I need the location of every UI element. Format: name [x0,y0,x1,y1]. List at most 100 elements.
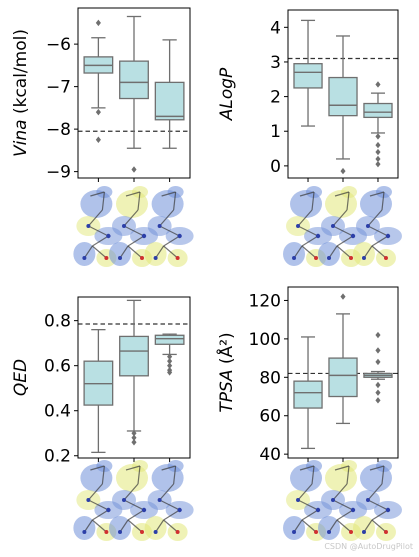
y-tick-label: 0.4 [44,402,71,422]
molecule-bond [297,499,319,511]
molecule-bond [123,499,145,511]
chart-panel-3: 0.2 0.4 0.6 0.8 QED [11,296,194,541]
molecule-bond [123,483,139,501]
y-tick-label: 100 [249,330,281,350]
molecule-atom [361,530,366,534]
molecule-bond [328,245,338,259]
molecule-atom [327,256,331,260]
molecule-bond [92,235,109,247]
flier-point [375,347,381,354]
molecule-bond [367,499,389,511]
molecule-atom [175,256,180,260]
y-tick-label: 2 [270,88,281,108]
flier-point [167,362,173,369]
molecule-bond [161,465,176,471]
molecule-bond [119,519,129,533]
y-axis-label: ALogP [217,67,237,121]
y-axis-label: TPSA (Å²) [215,332,237,412]
molecule-bond [336,245,352,259]
molecule-bond [367,225,389,237]
iqr-box [119,60,149,100]
molecule-atom [82,256,87,260]
molecule-atom [315,507,321,513]
molecule-atom [177,507,182,513]
molecule-atom [106,233,111,239]
y-tick-label: 40 [259,445,281,465]
flier-point [340,293,346,300]
molecule-bond [336,509,354,521]
molecule-blob [352,516,375,540]
iqr-box [363,102,393,119]
y-tick-label: 0 [270,157,281,177]
molecule-bond [299,465,315,471]
molecule-bond [155,519,165,533]
molecule-thumbnail-1 [283,186,333,267]
molecule-bond [127,235,145,247]
molecule-atom [140,530,144,534]
molecule-bond [173,191,177,211]
molecule-bond [332,225,354,237]
molecule-atom [86,498,91,502]
chart-panel-2: 0 1 2 3 4 ALogP [217,9,402,267]
molecule-bond [91,519,107,533]
molecule-atom [140,256,144,260]
molecule-bond [369,191,385,197]
molecule-bond [371,235,389,247]
molecule-bond [363,519,373,533]
box-1 [293,336,323,450]
molecule-bond [346,465,350,485]
molecule-bond [381,191,385,211]
molecule-blob [144,516,167,540]
molecule-atom [118,256,122,260]
molecule-bond [83,245,93,259]
flier-point [375,397,381,404]
molecule-atom [385,233,391,239]
molecule-bond [163,519,179,533]
molecule-bond [92,509,109,521]
box-3 [363,81,393,168]
molecule-bond [381,465,385,485]
y-tick-label: 80 [259,368,281,388]
molecule-bond [127,509,145,521]
molecule-bond [159,499,180,511]
molecule-atom [157,224,162,228]
y-tick-label: 4 [270,18,281,38]
molecule-bond [336,519,352,533]
box-2 [328,293,358,425]
molecule-atom [383,530,388,534]
molecule-bond [299,191,315,197]
box-1 [83,19,114,143]
molecule-bond [163,509,180,521]
molecule-bond [173,465,177,485]
y-tick-label: −6 [46,35,71,55]
molecule-bond [371,509,389,521]
molecule-bond [87,483,103,501]
molecule-atom [383,256,388,260]
flier-point [131,434,137,441]
molecule-bond [127,245,143,259]
molecule-atom [385,507,391,513]
molecule-bond [367,209,383,227]
molecule-bond [332,483,348,501]
molecule-atom [292,256,297,260]
box-3 [154,333,185,376]
molecule-bond [334,191,350,197]
molecule-atom [331,498,335,502]
molecule-bond [155,245,165,259]
molecule-bond [91,245,107,259]
iqr-box [328,357,358,398]
molecule-bond [163,235,180,247]
molecule-bond [87,209,103,227]
molecule-bond [123,209,139,227]
molecule-bond [293,519,303,533]
molecule-bond [88,225,109,237]
molecule-atom [350,507,356,513]
molecule-bond [297,209,313,227]
molecule-atom [331,224,335,228]
molecule-bond [332,209,348,227]
molecule-blob [283,516,306,540]
molecule-atom [86,224,91,228]
flier-point [375,358,381,366]
molecule-bond [301,245,317,259]
